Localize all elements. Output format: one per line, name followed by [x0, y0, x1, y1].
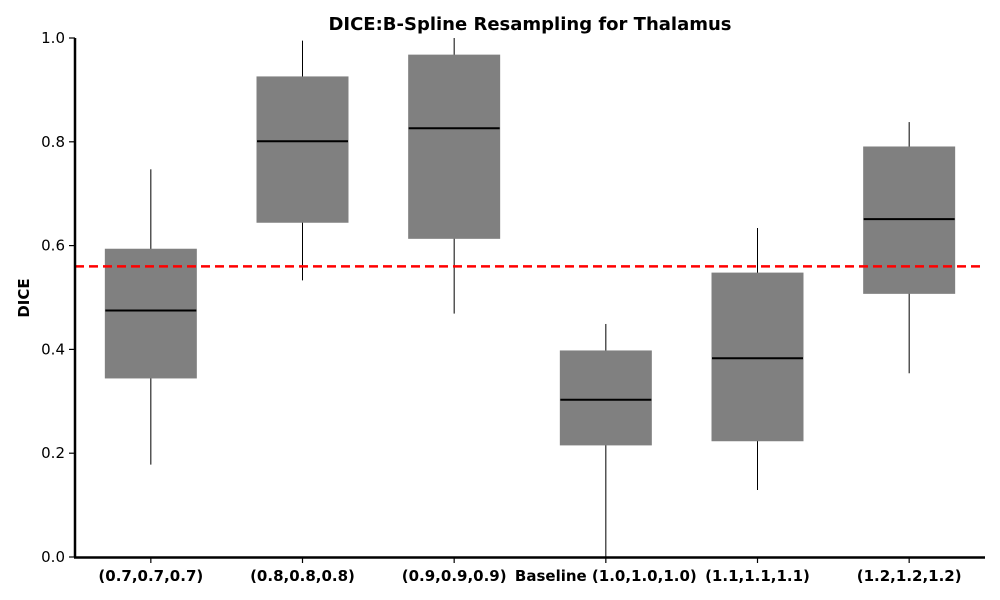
- box: [559, 350, 652, 446]
- x-tick-label: (0.9,0.9,0.9): [402, 567, 507, 585]
- box: [863, 146, 956, 294]
- plot-area: 0.0 0.2 0.4 0.6 0.8 1.0 (0.7,0.7,0.7) (0.8,0.8,…: [41, 29, 985, 585]
- x-tick-label: (0.7,0.7,0.7): [98, 567, 203, 585]
- x-tick-label: (1.1,1.1,1.1): [705, 567, 810, 585]
- x-tick-label: (0.8,0.8,0.8): [250, 567, 355, 585]
- y-tick-label: 0.2: [41, 444, 65, 462]
- x-tick-label: Baseline (1.0,1.0,1.0): [515, 567, 697, 585]
- box: [408, 54, 501, 239]
- y-tick-label: 0.0: [41, 548, 65, 566]
- y-tick-label: 0.4: [41, 340, 65, 358]
- box: [104, 248, 197, 379]
- y-tick-label: 0.8: [41, 133, 65, 151]
- y-tick-label: 0.6: [41, 237, 65, 255]
- box: [256, 76, 349, 223]
- box: [711, 272, 804, 442]
- x-tick-label: (1.2,1.2,1.2): [857, 567, 962, 585]
- y-tick-label: 1.0: [41, 29, 65, 47]
- chart-title: DICE:B-Spline Resampling for Thalamus: [328, 14, 731, 35]
- y-axis-label: DICE: [15, 278, 33, 317]
